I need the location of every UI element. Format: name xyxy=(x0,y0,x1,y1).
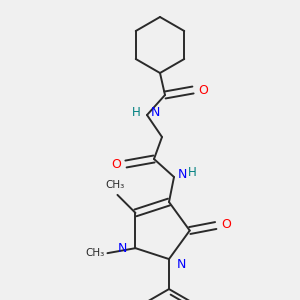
Text: N: N xyxy=(178,169,188,182)
Text: H: H xyxy=(188,167,197,179)
Text: O: O xyxy=(111,158,121,170)
Text: N: N xyxy=(151,106,160,118)
Text: N: N xyxy=(118,242,128,255)
Text: H: H xyxy=(132,106,141,118)
Text: CH₃: CH₃ xyxy=(86,248,105,258)
Text: N: N xyxy=(177,258,186,271)
Text: O: O xyxy=(221,218,231,231)
Text: O: O xyxy=(198,83,208,97)
Text: CH₃: CH₃ xyxy=(106,180,125,190)
